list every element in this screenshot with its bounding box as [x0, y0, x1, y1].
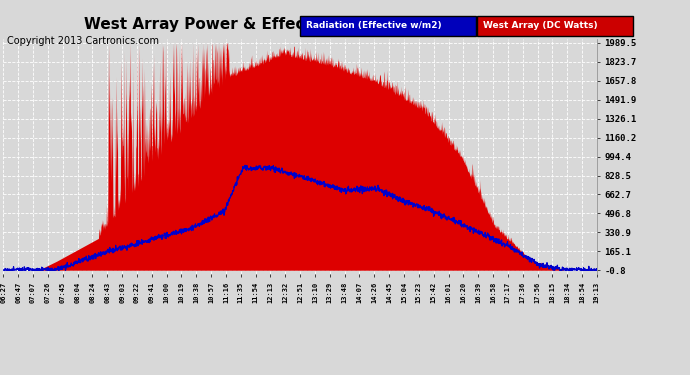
- Text: Copyright 2013 Cartronics.com: Copyright 2013 Cartronics.com: [7, 36, 159, 46]
- Text: Radiation (Effective w/m2): Radiation (Effective w/m2): [306, 21, 442, 30]
- Text: West Array (DC Watts): West Array (DC Watts): [483, 21, 598, 30]
- Text: West Array Power & Effective Solar Radiation Fri Apr 5 19:15: West Array Power & Effective Solar Radia…: [83, 17, 607, 32]
